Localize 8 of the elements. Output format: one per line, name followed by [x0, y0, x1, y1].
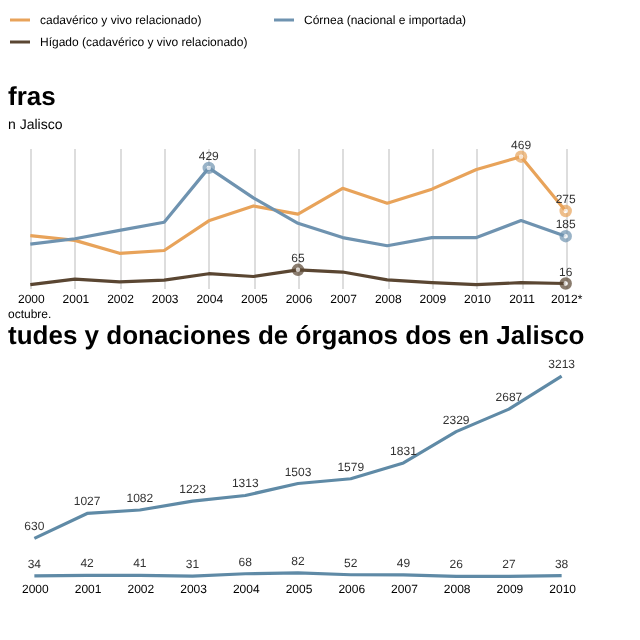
chart-title: tudes y donaciones de órganos dos en Jalisco: [8, 320, 585, 350]
point: [202, 161, 216, 175]
chart-title: fras: [8, 80, 56, 111]
point: [559, 229, 572, 243]
point: [559, 277, 572, 290]
point: [514, 150, 528, 163]
point: [559, 204, 572, 218]
point: [291, 263, 305, 277]
